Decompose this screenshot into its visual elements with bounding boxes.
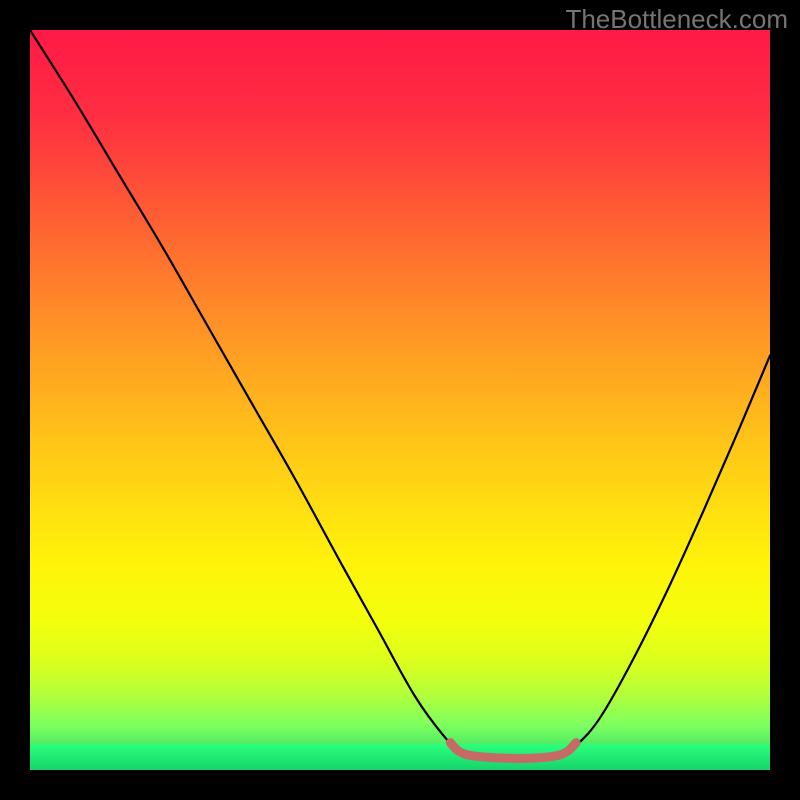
bottleneck-chart: [0, 0, 800, 800]
watermark-text: TheBottleneck.com: [565, 4, 788, 35]
chart-gradient-fill: [30, 30, 770, 770]
chart-green-band: [30, 744, 770, 770]
